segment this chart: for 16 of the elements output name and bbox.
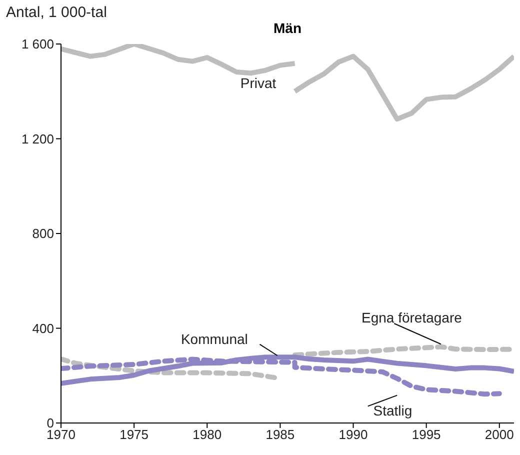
y-tick-label: 400 (32, 320, 54, 336)
series-label: Privat (240, 74, 276, 91)
series-label: Statlig (373, 402, 412, 418)
y-tick-label: 800 (32, 226, 54, 242)
x-tick-label: 1995 (412, 427, 441, 442)
x-tick-label: 2000 (484, 427, 514, 442)
y-axis-title: Antal, 1 000-tal (6, 4, 107, 21)
y-tick-label: 1 600 (21, 36, 54, 52)
x-tick-label: 1975 (120, 427, 149, 442)
y-tick-label: 1 200 (21, 131, 54, 146)
x-tick-label: 1985 (266, 427, 295, 442)
series-label: Egna företagare (362, 309, 462, 326)
series-label: Kommunal (180, 330, 248, 347)
x-tick-label: 1980 (192, 427, 222, 442)
x-tick-label: 1990 (338, 427, 368, 442)
chart-title: Män (272, 20, 302, 36)
